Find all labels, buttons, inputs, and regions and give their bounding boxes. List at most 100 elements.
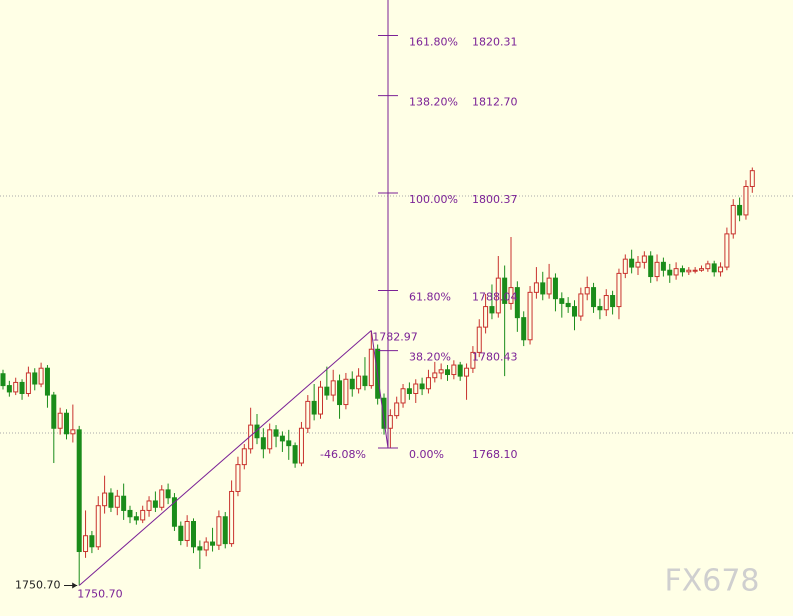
candle-body <box>629 258 635 268</box>
fib-price-label: 1820.31 <box>472 35 518 48</box>
candle-body <box>0 373 6 387</box>
candle-body <box>565 302 571 308</box>
extension-label: -46.08% <box>320 448 366 461</box>
candle-body <box>127 509 133 518</box>
candle-body <box>25 372 31 394</box>
candle-body <box>89 535 95 548</box>
candle-body <box>559 298 565 304</box>
candle-body <box>362 375 368 387</box>
candle-body <box>451 364 457 376</box>
candle-body <box>95 505 101 548</box>
candle-body <box>591 287 597 308</box>
candle-body <box>146 500 152 511</box>
candle-body <box>699 268 704 271</box>
candle-body <box>584 287 590 295</box>
candle-body <box>552 277 558 300</box>
candle-body <box>425 377 431 390</box>
price-marker-label: 1750.70 <box>15 579 61 592</box>
candle-body <box>279 435 285 442</box>
fib-price-label: 1812.70 <box>472 96 518 109</box>
candle-body <box>184 520 190 541</box>
candle-body <box>743 185 749 216</box>
candle-body <box>32 372 38 385</box>
candle-body <box>749 170 755 187</box>
candle-body <box>140 509 146 521</box>
candle-body <box>603 295 609 311</box>
candle-body <box>152 500 158 508</box>
candle-body <box>260 437 266 450</box>
candle-body <box>654 261 660 278</box>
candle-body <box>273 429 279 437</box>
candle-body <box>76 429 82 553</box>
candle-body <box>673 268 679 276</box>
candle-body <box>83 535 89 553</box>
fib-price-label: 1800.37 <box>472 193 518 206</box>
candle-body <box>394 402 400 417</box>
fib-ratio-label: 61.80% <box>409 290 451 303</box>
candle-body <box>483 306 489 328</box>
candle-body <box>70 429 76 435</box>
candle-body <box>641 255 647 263</box>
candle-body <box>546 277 552 295</box>
candle-body <box>540 282 546 295</box>
candle-body <box>57 412 63 429</box>
candle-body <box>38 367 44 385</box>
candle-body <box>102 492 108 507</box>
candle-body <box>311 400 317 415</box>
fib-ratio-label: 100.00% <box>409 193 458 206</box>
candle-body <box>191 520 196 548</box>
fib-ratio-label: 0.00% <box>409 448 444 461</box>
candle-body <box>6 385 12 393</box>
candle-body <box>108 492 114 508</box>
candle-body <box>292 445 298 464</box>
candle-body <box>368 348 374 387</box>
candle-body <box>356 375 362 390</box>
candle-body <box>597 306 603 311</box>
candle-body <box>718 266 724 273</box>
candle-body <box>514 287 520 319</box>
candle-body <box>349 378 355 390</box>
candle-body <box>203 541 209 551</box>
candle-body <box>572 306 577 317</box>
candle-body <box>387 415 393 429</box>
candle-body <box>616 272 622 308</box>
candle-body <box>64 412 69 435</box>
fib-price-label: 1788.04 <box>472 290 518 303</box>
candle-body <box>216 516 222 546</box>
candle-body <box>267 429 273 450</box>
candle-body <box>679 268 685 273</box>
retrace-line <box>370 330 389 449</box>
candle-body <box>737 204 743 216</box>
candle-body <box>343 378 349 406</box>
candle-body <box>502 277 508 304</box>
candle-body <box>381 397 387 429</box>
candle-body <box>470 351 476 369</box>
candle-body <box>686 269 692 273</box>
candle-body <box>521 317 527 341</box>
candle-body <box>286 440 292 447</box>
candle-body <box>445 369 450 376</box>
candle-body <box>533 282 539 293</box>
candle-body <box>495 277 501 314</box>
candle-body <box>298 427 304 464</box>
candle-body <box>464 367 470 377</box>
candle-body <box>178 525 184 541</box>
candle-body <box>711 263 717 273</box>
swing-low-label: 1750.70 <box>77 588 123 601</box>
candle-body <box>489 306 495 314</box>
candle-body <box>241 448 247 466</box>
candle-body <box>19 381 25 394</box>
candle-body <box>165 489 171 499</box>
swing-high-label: 1782.97 <box>372 331 418 344</box>
candle-body <box>667 269 673 276</box>
candle-body <box>432 372 438 379</box>
candle-body <box>610 295 616 308</box>
fib-ratio-label: 161.80% <box>409 35 458 48</box>
candle-body <box>406 388 412 394</box>
candle-body <box>337 380 343 406</box>
candle-body <box>121 495 127 511</box>
candle-body <box>635 261 641 268</box>
candle-body <box>705 263 711 270</box>
